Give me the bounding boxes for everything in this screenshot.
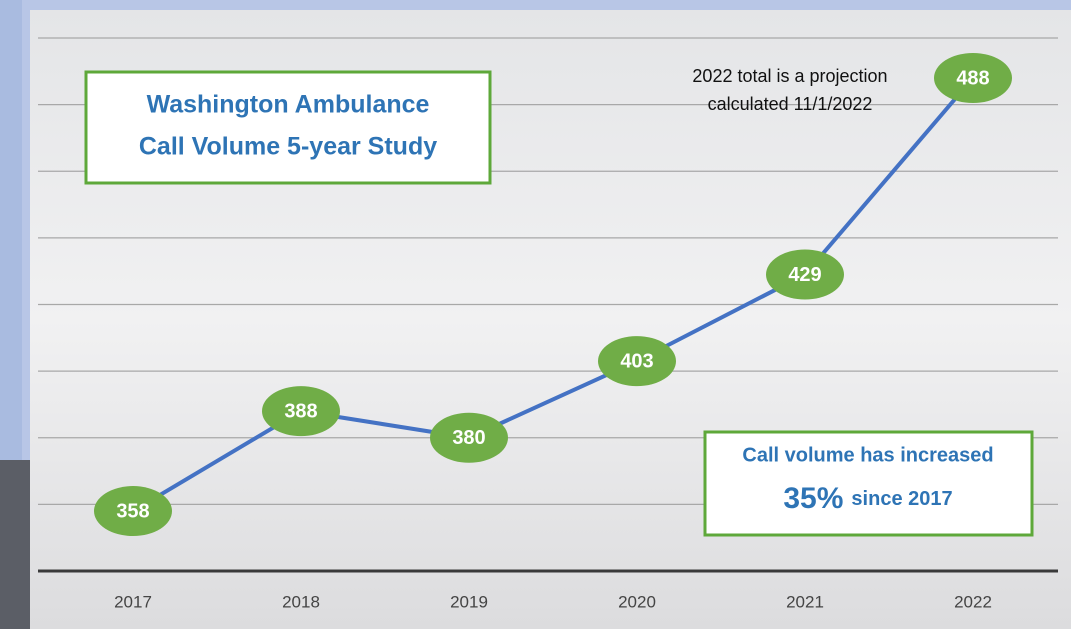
annotation: 2022 total is a projection xyxy=(692,66,887,86)
x-tick-label: 2017 xyxy=(114,592,152,611)
data-label: 403 xyxy=(620,350,653,372)
callout-text: Call volume has increased xyxy=(742,444,993,466)
callout-highlight: 35% xyxy=(783,482,843,515)
chart-title: Call Volume 5-year Study xyxy=(139,133,437,161)
title-box xyxy=(86,72,490,183)
data-label: 429 xyxy=(788,264,821,286)
chart-title: Washington Ambulance xyxy=(147,91,430,119)
annotation: calculated 11/1/2022 xyxy=(708,94,873,114)
x-tick-label: 2020 xyxy=(618,592,656,611)
x-tick-label: 2021 xyxy=(786,592,824,611)
data-label: 380 xyxy=(452,427,485,449)
chart: 2017 2018 2019 2020 2021 2022 358 388 380 403 429 4… xyxy=(0,0,1071,629)
x-tick-label: 2018 xyxy=(282,592,320,611)
frame-edge xyxy=(0,0,22,460)
data-label: 358 xyxy=(116,500,149,522)
callout-rest: since 2017 xyxy=(851,488,952,510)
x-tick-label: 2019 xyxy=(450,592,488,611)
data-label: 388 xyxy=(284,400,317,422)
x-tick-label: 2022 xyxy=(954,592,992,611)
page: 2017 2018 2019 2020 2021 2022 358 388 380 403 429 4… xyxy=(0,0,1071,629)
data-label: 488 xyxy=(956,67,989,89)
